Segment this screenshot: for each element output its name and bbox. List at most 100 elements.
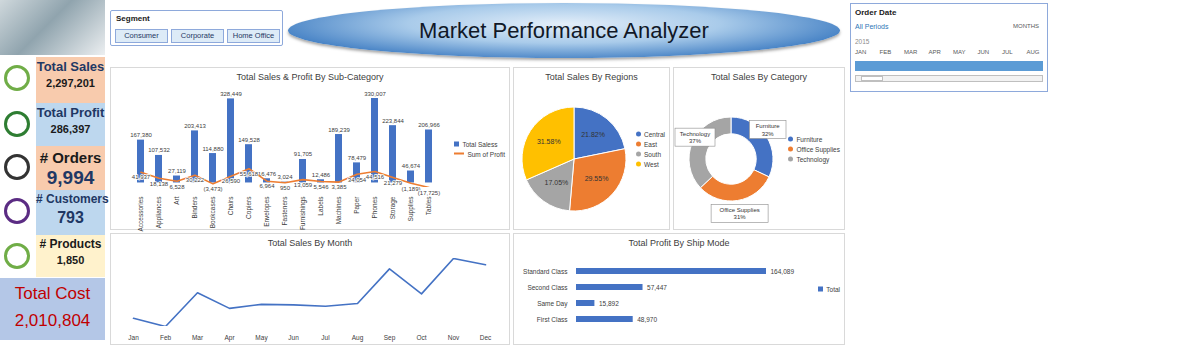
html-text:# Products: # Products <box>39 237 102 251</box>
svg-text:Storage: Storage <box>389 196 397 219</box>
svg-text:149,528: 149,528 <box>238 137 260 143</box>
svg-text:Standard Class: Standard Class <box>523 268 568 275</box>
html-text:Consumer: Consumer <box>124 31 159 40</box>
svg-text:Art: Art <box>173 196 180 205</box>
svg-text:950: 950 <box>280 185 291 191</box>
svg-text:Dec: Dec <box>480 334 492 341</box>
html-text:Market Performance Analyzer: Market Performance Analyzer <box>419 18 709 43</box>
svg-text:107,532: 107,532 <box>148 147 170 153</box>
svg-text:223,844: 223,844 <box>382 118 404 124</box>
html-text:Total Sales By Month: Total Sales By Month <box>267 238 353 248</box>
svg-text:May: May <box>255 334 268 342</box>
svg-text:Sep: Sep <box>384 334 396 342</box>
html-text:Total Sales By Category: Total Sales By Category <box>711 72 807 82</box>
svg-text:(3,473): (3,473) <box>203 186 222 192</box>
html-text:Segment: Segment <box>116 14 150 23</box>
svg-text:First Class: First Class <box>537 316 568 323</box>
html-text:Order Date: Order Date <box>855 8 897 17</box>
svg-text:Jul: Jul <box>321 334 330 341</box>
html-text:# Orders: # Orders <box>39 149 102 166</box>
svg-text:30,222: 30,222 <box>186 177 205 183</box>
svg-text:Phones: Phones <box>371 196 378 219</box>
svg-text:12,486: 12,486 <box>312 172 331 178</box>
html-text:9,994: 9,994 <box>46 167 95 189</box>
html-text:1,850: 1,850 <box>56 253 85 266</box>
svg-text:18,138: 18,138 <box>150 181 169 187</box>
html-text:Total Sales By Regions: Total Sales By Regions <box>545 72 638 82</box>
svg-text:Apr: Apr <box>224 334 235 342</box>
svg-text:48,970: 48,970 <box>637 316 657 323</box>
svg-text:31.58%: 31.58% <box>537 138 561 145</box>
svg-text:Oct: Oct <box>416 334 426 341</box>
svg-text:6,964: 6,964 <box>259 183 275 189</box>
svg-text:34,054: 34,054 <box>348 177 367 183</box>
html-text:793: 793 <box>57 208 84 226</box>
svg-text:Furniture32%: Furniture32% <box>756 123 781 137</box>
svg-text:Accessories: Accessories <box>137 196 144 232</box>
html-text:Total: Total <box>826 285 840 293</box>
html-text:286,397: 286,397 <box>50 122 91 135</box>
svg-text:Machines: Machines <box>335 196 342 225</box>
svg-text:57,447: 57,447 <box>647 284 667 291</box>
svg-text:21.82%: 21.82% <box>581 131 605 138</box>
svg-text:78,479: 78,479 <box>348 155 367 161</box>
svg-text:13,059: 13,059 <box>294 182 313 188</box>
svg-text:Copiers: Copiers <box>245 196 253 219</box>
svg-text:Jan: Jan <box>128 334 139 341</box>
svg-text:189,239: 189,239 <box>328 127 350 133</box>
html-text:2,010,804: 2,010,804 <box>14 310 91 330</box>
svg-text:Jun: Jun <box>288 334 299 341</box>
svg-text:Same Day: Same Day <box>537 300 568 308</box>
html-text:Total Sales & Profit By Sub-Ca: Total Sales & Profit By Sub-Category <box>236 72 384 82</box>
html-text:Total Profit By Ship Mode: Total Profit By Ship Mode <box>628 238 730 248</box>
html-text:Corporate: Corporate <box>180 31 215 40</box>
svg-text:Feb: Feb <box>160 334 172 341</box>
svg-text:46,674: 46,674 <box>402 163 421 169</box>
svg-text:91,705: 91,705 <box>294 151 313 157</box>
svg-text:Chairs: Chairs <box>227 196 234 216</box>
html-text:2,297,201: 2,297,201 <box>46 76 95 89</box>
svg-text:Labels: Labels <box>317 196 324 216</box>
svg-text:Mar: Mar <box>192 334 204 341</box>
svg-text:Supplies: Supplies <box>407 196 415 222</box>
svg-text:Appliances: Appliances <box>155 196 163 229</box>
html-text:Total Sales: Total Sales <box>36 59 105 74</box>
svg-text:Tables: Tables <box>425 196 432 216</box>
svg-text:26,590: 26,590 <box>222 178 241 184</box>
svg-text:Envelopes: Envelopes <box>263 196 271 227</box>
svg-text:Second Class: Second Class <box>527 284 568 291</box>
svg-text:167,380: 167,380 <box>130 132 152 138</box>
svg-text:27,119: 27,119 <box>168 168 187 174</box>
svg-text:55,618: 55,618 <box>240 171 259 177</box>
svg-text:Paper: Paper <box>353 196 361 214</box>
svg-text:21,279: 21,279 <box>384 180 403 186</box>
svg-text:6,528: 6,528 <box>169 184 185 190</box>
svg-text:29.55%: 29.55% <box>585 175 609 182</box>
svg-text:203,413: 203,413 <box>184 123 206 129</box>
svg-text:Bookcases: Bookcases <box>209 196 216 229</box>
svg-text:Nov: Nov <box>448 334 460 341</box>
html-text:Total Profit: Total Profit <box>36 105 105 120</box>
svg-text:5,546: 5,546 <box>313 184 329 190</box>
svg-text:330,007: 330,007 <box>364 91 386 97</box>
svg-text:44,516: 44,516 <box>366 174 385 180</box>
svg-text:114,880: 114,880 <box>202 146 224 152</box>
html-text:Home Office: Home Office <box>232 31 275 40</box>
svg-text:Furnishings: Furnishings <box>299 196 307 230</box>
svg-text:Aug: Aug <box>352 334 364 342</box>
svg-text:Fasteners: Fasteners <box>281 196 288 226</box>
svg-text:(17,725): (17,725) <box>418 190 440 196</box>
svg-text:206,966: 206,966 <box>418 122 440 128</box>
svg-text:Binders: Binders <box>191 196 198 219</box>
svg-text:3,024: 3,024 <box>277 174 293 180</box>
html-text:# Customers: # Customers <box>36 192 109 206</box>
svg-text:328,449: 328,449 <box>220 91 242 97</box>
svg-text:17.05%: 17.05% <box>545 179 569 186</box>
html-text:Total Cost: Total Cost <box>14 284 91 303</box>
svg-text:Technology37%: Technology37% <box>680 131 710 145</box>
svg-text:164,089: 164,089 <box>771 268 795 275</box>
svg-text:3,385: 3,385 <box>331 184 347 190</box>
svg-text:41,937: 41,937 <box>132 174 151 180</box>
svg-text:15,892: 15,892 <box>599 300 619 307</box>
svg-text:Office Supplies31%: Office Supplies31% <box>719 207 759 221</box>
